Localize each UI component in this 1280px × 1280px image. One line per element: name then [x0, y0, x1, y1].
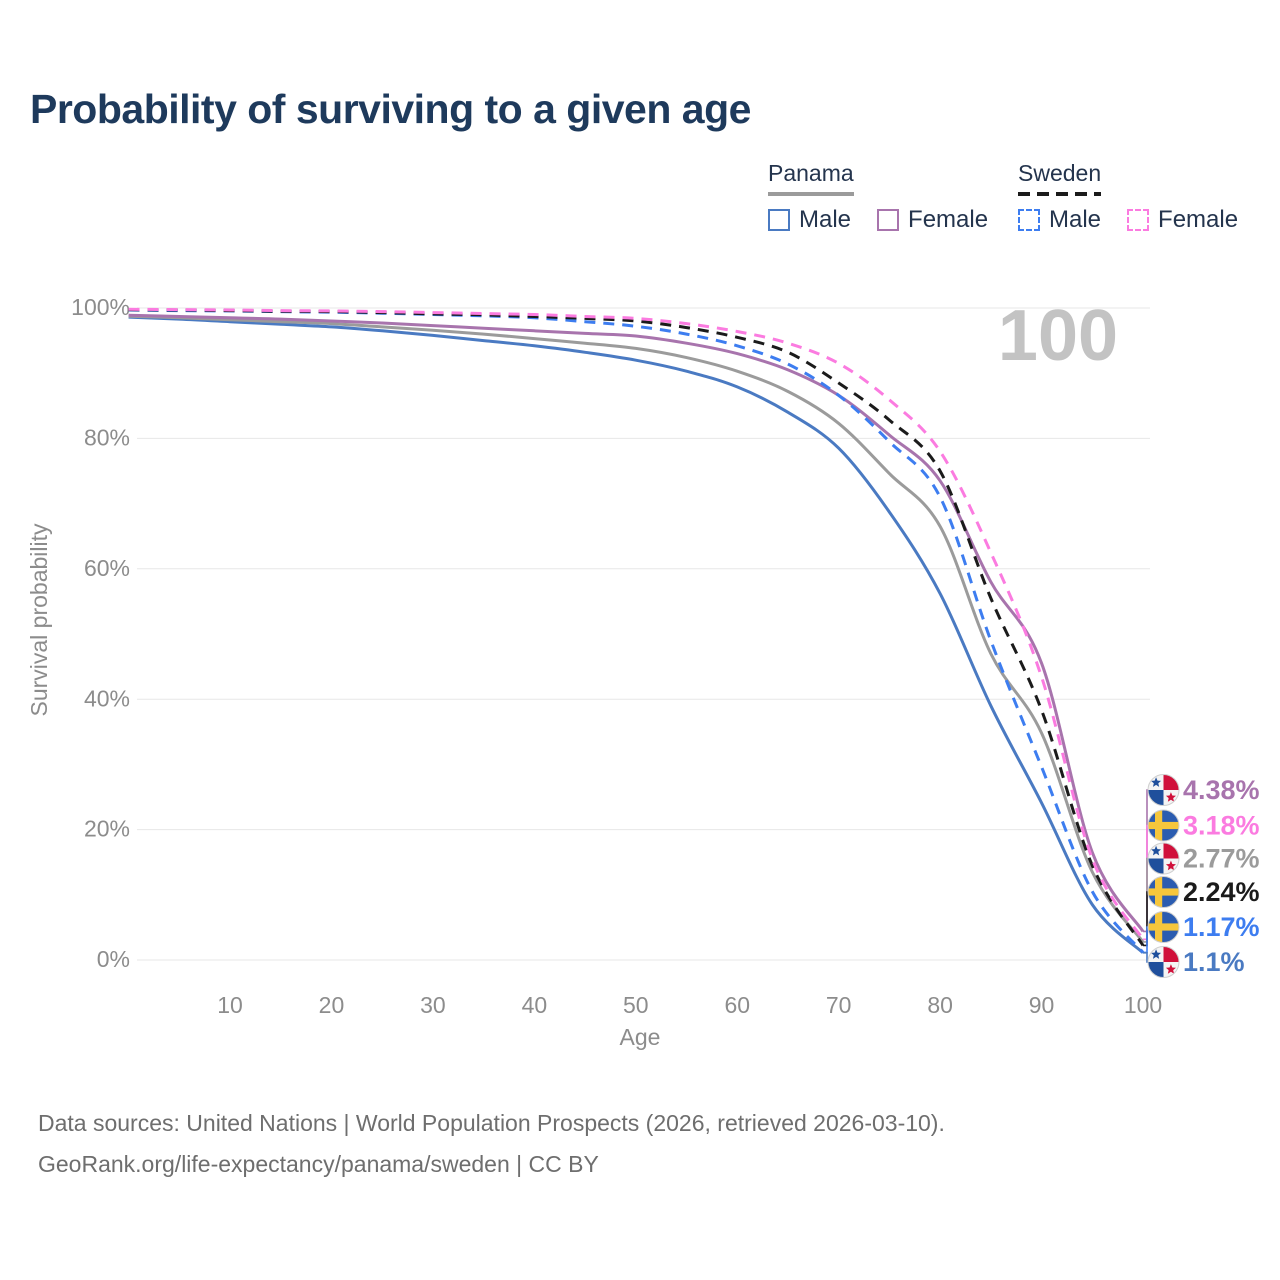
legend-item-sweden-male[interactable]: Male — [1018, 206, 1101, 234]
legend-label: Male — [1049, 206, 1102, 233]
sweden-female-swatch-icon — [1127, 209, 1150, 231]
legend-group-panama: Panama Male Female — [768, 160, 988, 234]
line-sweden-male[interactable] — [128, 308, 1145, 954]
y-tick-label: 100% — [71, 294, 130, 320]
legend-item-panama-male[interactable]: Male — [768, 206, 851, 234]
end-value-label: 1.1% — [1183, 947, 1245, 977]
x-tick-label: 70 — [826, 992, 852, 1018]
x-tick-label: 100 — [1124, 992, 1162, 1018]
sweden-flag-icon — [1147, 911, 1180, 943]
legend-country-panama[interactable]: Panama — [768, 160, 854, 186]
x-tick-label: 50 — [623, 992, 649, 1018]
data-sources-text: Data sources: United Nations | World Pop… — [38, 1110, 945, 1136]
x-tick-label: 30 — [420, 992, 446, 1018]
footer: Data sources: United Nations | World Pop… — [38, 1103, 945, 1185]
end-value-label: 3.18% — [1183, 811, 1260, 841]
survival-probability-chart: 0% 20% 40% 60% 80% 100% 10 20 30 40 50 60 70 80 90 100 A… — [26, 294, 1260, 1050]
line-sweden-both[interactable] — [128, 308, 1145, 947]
legend-item-panama-female[interactable]: Female — [877, 206, 988, 234]
sweden-flag-icon — [1147, 876, 1180, 908]
legend-country-sweden[interactable]: Sweden — [1018, 160, 1102, 186]
y-axis-title: Survival probability — [26, 523, 52, 717]
panama-flag-icon — [1147, 946, 1180, 978]
end-value-label: 2.24% — [1183, 877, 1260, 907]
panama-flag-icon — [1147, 842, 1180, 875]
y-tick-label: 80% — [84, 424, 130, 450]
panama-male-swatch-icon — [768, 209, 790, 231]
y-tick-label: 40% — [84, 685, 130, 711]
sweden-male-swatch-icon — [1018, 209, 1040, 231]
x-tick-label: 60 — [724, 992, 750, 1018]
x-tick-label: 10 — [217, 992, 243, 1018]
legend-label: Female — [1158, 206, 1239, 233]
y-tick-label: 0% — [97, 946, 130, 972]
line-panama-female[interactable] — [128, 313, 1145, 933]
sweden-flag-icon — [1147, 809, 1180, 842]
line-sweden-female[interactable] — [128, 307, 1145, 941]
x-tick-label: 80 — [927, 992, 953, 1018]
panama-flag-icon — [1147, 774, 1180, 806]
end-value-label: 2.77% — [1183, 844, 1260, 874]
legend-group-sweden: Sweden Male Female — [1018, 160, 1238, 234]
x-axis-title: Age — [620, 1024, 661, 1050]
end-value-label: 4.38% — [1183, 775, 1260, 805]
panama-female-swatch-icon — [877, 209, 900, 231]
attribution-text: GeoRank.org/life-expectancy/panama/swede… — [38, 1151, 599, 1177]
legend-item-sweden-female[interactable]: Female — [1127, 206, 1238, 234]
x-tick-label: 90 — [1029, 992, 1055, 1018]
age-watermark: 100 — [998, 296, 1118, 376]
legend-label: Female — [908, 206, 989, 233]
y-tick-label: 20% — [84, 816, 130, 842]
y-tick-label: 60% — [84, 555, 130, 581]
page-title: Probability of surviving to a given age — [30, 86, 751, 132]
line-panama-both[interactable] — [128, 314, 1145, 943]
legend-label: Male — [799, 206, 852, 233]
x-tick-label: 40 — [522, 992, 548, 1018]
panama-line-style-icon — [768, 192, 854, 196]
x-tick-label: 20 — [319, 992, 345, 1018]
sweden-line-style-icon — [1018, 192, 1102, 196]
line-panama-male[interactable] — [128, 315, 1145, 954]
end-value-label: 1.17% — [1183, 912, 1260, 942]
